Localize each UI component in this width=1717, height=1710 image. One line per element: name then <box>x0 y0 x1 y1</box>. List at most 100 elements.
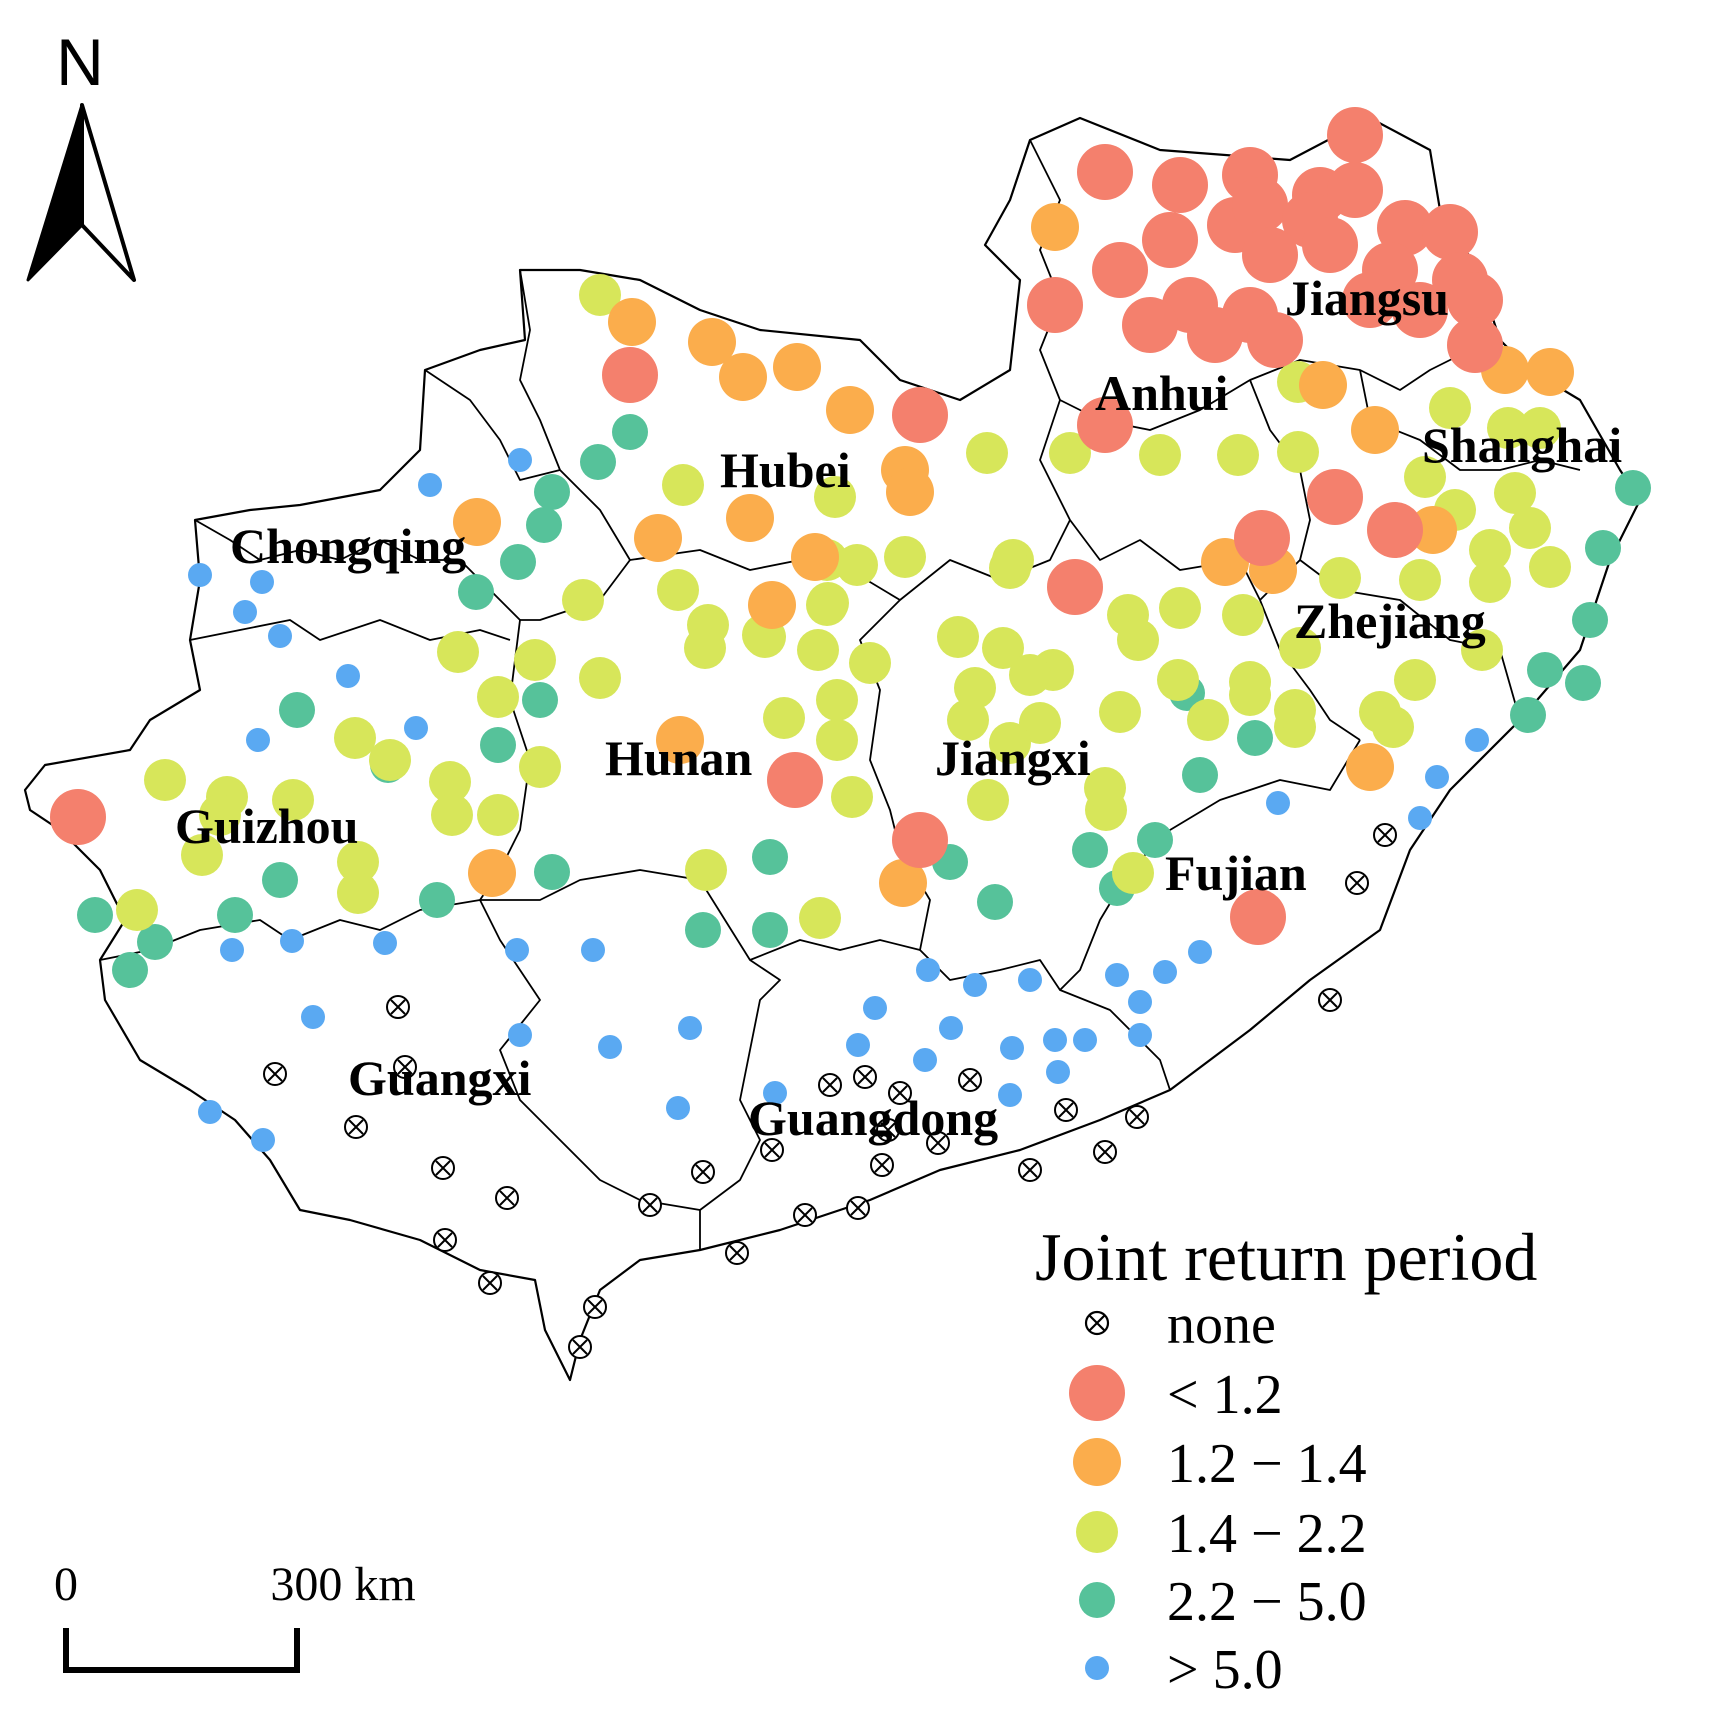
station-marker-c2250 <box>1072 832 1108 868</box>
station-marker-lt12 <box>1027 277 1083 333</box>
station-marker-c1214 <box>1346 743 1394 791</box>
station-marker-none <box>818 1073 842 1097</box>
station-marker-none <box>1093 1140 1117 1164</box>
province-label-chongqing: Chongqing <box>230 518 466 574</box>
station-marker-c2250 <box>612 414 648 450</box>
province-label-guangdong: Guangdong <box>748 1090 998 1146</box>
station-marker-c1422 <box>477 676 519 718</box>
station-marker-c1422 <box>1217 434 1259 476</box>
station-marker-gt50 <box>246 728 270 752</box>
station-marker-lt12 <box>1422 204 1478 260</box>
station-marker-gt50 <box>913 1048 937 1072</box>
station-marker-none <box>638 1193 662 1217</box>
station-marker-gt50 <box>598 1035 622 1059</box>
station-marker-c1422 <box>1487 407 1529 449</box>
station-marker-none <box>793 1203 817 1227</box>
station-marker-c1422 <box>937 616 979 658</box>
station-marker-c1422 <box>1509 507 1551 549</box>
station-marker-c2250 <box>522 682 558 718</box>
station-marker-c1422 <box>1159 587 1201 629</box>
station-marker-c2250 <box>534 474 570 510</box>
station-marker-lt12 <box>1367 502 1423 558</box>
station-marker-gt50 <box>1128 990 1152 1014</box>
station-marker-c1422 <box>1394 659 1436 701</box>
station-marker-c1422 <box>272 779 314 821</box>
station-marker-c1422 <box>334 717 376 759</box>
station-marker-gt50 <box>251 1128 275 1152</box>
station-marker-lt12 <box>767 752 823 808</box>
station-marker-none <box>478 1271 502 1295</box>
station-marker-c1422 <box>684 627 726 669</box>
station-marker-gt50 <box>581 938 605 962</box>
province-label-hubei: Hubei <box>720 442 851 498</box>
station-markers <box>50 107 1651 1359</box>
station-marker-c1422 <box>1494 472 1536 514</box>
station-marker-gt50 <box>1128 1023 1152 1047</box>
station-marker-c2250 <box>1615 470 1651 506</box>
station-marker-c2250 <box>977 884 1013 920</box>
legend-label-none: none <box>1167 1294 1276 1356</box>
station-marker-c1422 <box>954 667 996 709</box>
station-marker-c1214 <box>656 716 704 764</box>
station-marker-lt12 <box>602 347 658 403</box>
station-marker-gt50 <box>1046 1060 1070 1084</box>
station-marker-gt50 <box>1000 1036 1024 1060</box>
station-marker-c1214 <box>1409 506 1457 554</box>
station-marker-gt50 <box>846 1033 870 1057</box>
station-marker-gt50 <box>863 996 887 1020</box>
station-marker-none <box>1373 823 1397 847</box>
station-marker-c2250 <box>685 912 721 948</box>
station-marker-lt12 <box>1047 559 1103 615</box>
station-marker-c1422 <box>1277 431 1319 473</box>
station-marker-c1422 <box>1117 619 1159 661</box>
station-marker-lt12 <box>1392 282 1448 338</box>
station-marker-gt50 <box>198 1100 222 1124</box>
station-marker-c1422 <box>814 476 856 518</box>
station-marker-c2250 <box>526 507 562 543</box>
province-label-fujian: Fujian <box>1165 845 1307 901</box>
station-marker-lt12 <box>1302 217 1358 273</box>
station-marker-gt50 <box>916 958 940 982</box>
station-marker-c2250 <box>137 924 173 960</box>
station-marker-c1214 <box>608 298 656 346</box>
station-marker-c1422 <box>1049 432 1091 474</box>
station-marker-c2250 <box>458 574 494 610</box>
station-marker-c2250 <box>1237 720 1273 756</box>
station-marker-none <box>926 1131 950 1155</box>
station-marker-c1422 <box>199 794 241 836</box>
station-marker-c1214 <box>1031 203 1079 251</box>
station-marker-gt50 <box>1073 1028 1097 1052</box>
station-marker-gt50 <box>963 973 987 997</box>
station-marker-c1422 <box>369 739 411 781</box>
station-marker-c1214 <box>773 343 821 391</box>
station-marker-gt50 <box>678 1016 702 1040</box>
station-marker-none <box>1054 1098 1078 1122</box>
station-marker-c1422 <box>884 536 926 578</box>
station-marker-lt12 <box>1077 397 1133 453</box>
station-marker-c1422 <box>1399 559 1441 601</box>
station-marker-lt12 <box>1077 144 1133 200</box>
station-marker-c1422 <box>562 579 604 621</box>
legend-label-1422: 1.4 − 2.2 <box>1167 1503 1367 1565</box>
station-marker-c1214 <box>886 468 934 516</box>
station-marker-none <box>760 1138 784 1162</box>
scale-end-label: 300 km <box>270 1558 415 1611</box>
station-marker-lt12 <box>1234 510 1290 566</box>
station-marker-c2250 <box>752 912 788 948</box>
station-marker-lt12 <box>50 789 106 845</box>
station-marker-gt50 <box>1043 1028 1067 1052</box>
station-marker-gt50 <box>508 1023 532 1047</box>
station-marker-c1422 <box>1429 387 1471 429</box>
province-label-shanghai: Shanghai <box>1422 417 1622 473</box>
station-marker-c2250 <box>419 882 455 918</box>
station-marker-c1214 <box>826 386 874 434</box>
station-marker-gt50 <box>336 664 360 688</box>
station-marker-c1422 <box>685 849 727 891</box>
station-marker-c2250 <box>77 897 113 933</box>
station-marker-c1422 <box>797 629 839 671</box>
station-marker-gt50 <box>508 448 532 472</box>
station-marker-c1422 <box>181 834 223 876</box>
station-marker-c1422 <box>1019 702 1061 744</box>
province-label-zhejiang: Zhejiang <box>1294 593 1486 649</box>
station-marker-lt12 <box>1377 200 1433 256</box>
